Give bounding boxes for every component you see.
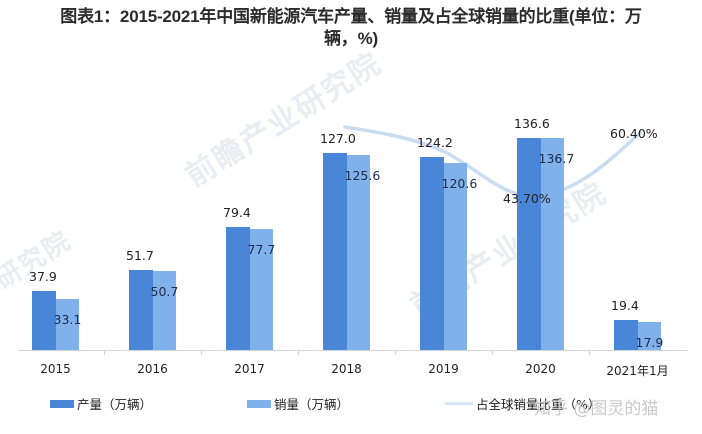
bar-production xyxy=(420,157,444,350)
bar-sales xyxy=(55,298,79,350)
bar-sales xyxy=(152,271,176,350)
x-axis-tick xyxy=(492,350,493,355)
chart-legend: 产量（万辆） 销量（万辆） 占全球销量比重（%） xyxy=(0,394,702,414)
legend-label-sales: 销量（万辆） xyxy=(274,397,350,412)
share-label-2021-jan: 60.40% xyxy=(610,126,658,141)
production-value-label: 79.4 xyxy=(223,204,251,220)
sales-value-label: 50.7 xyxy=(150,284,179,300)
sales-value-label: 125.6 xyxy=(344,168,381,184)
bar-sales xyxy=(249,229,273,350)
x-axis-tick xyxy=(104,350,105,355)
x-axis-tick xyxy=(298,350,299,355)
x-axis-tick xyxy=(589,350,590,355)
bar-production xyxy=(517,137,541,350)
legend-label-production: 产量（万辆） xyxy=(77,397,153,412)
bar-production xyxy=(323,152,347,350)
legend-item-sales: 销量（万辆） xyxy=(247,394,349,413)
chart-title: 图表1：2015-2021年中国新能源汽车产量、销量及占全球销量的比重(单位：万… xyxy=(0,6,702,50)
x-axis-label: 2017 xyxy=(234,362,265,376)
legend-swatch-sales xyxy=(247,399,271,408)
x-axis xyxy=(18,350,688,351)
sales-value-label: 120.6 xyxy=(441,175,478,191)
chart-title-line1: 图表1：2015-2021年中国新能源汽车产量、销量及占全球销量的比重(单位：万 xyxy=(60,7,642,26)
production-value-label: 136.6 xyxy=(514,115,550,131)
bar-production xyxy=(32,291,56,350)
production-value-label: 51.7 xyxy=(126,247,154,263)
sales-value-label: 77.7 xyxy=(247,242,276,258)
legend-item-production: 产量（万辆） xyxy=(50,394,152,413)
bar-production xyxy=(129,269,153,350)
production-value-label: 124.2 xyxy=(417,135,453,151)
sales-value-label: 17.9 xyxy=(635,335,664,351)
legend-swatch-share xyxy=(445,402,473,405)
bar-sales xyxy=(346,155,370,350)
chart-title-line2: 辆，%) xyxy=(324,29,378,48)
sales-value-label: 33.1 xyxy=(53,311,82,327)
x-axis-tick xyxy=(395,350,396,355)
production-value-label: 37.9 xyxy=(29,269,57,285)
x-axis-label: 2018 xyxy=(331,362,362,376)
production-value-label: 127.0 xyxy=(320,130,356,146)
bar-sales xyxy=(540,137,564,350)
legend-label-share: 占全球销量比重（%） xyxy=(476,397,601,412)
bar-production xyxy=(226,226,250,350)
x-axis-label: 2015 xyxy=(40,362,71,376)
legend-item-share: 占全球销量比重（%） xyxy=(445,394,600,413)
x-axis-label: 2021年1月 xyxy=(606,364,669,378)
sales-value-label: 136.7 xyxy=(538,150,575,166)
bar-sales xyxy=(443,162,467,350)
x-axis-label: 2019 xyxy=(428,362,459,376)
x-axis-tick xyxy=(201,350,202,355)
credit-watermark: 知乎 @图灵的猫 xyxy=(534,399,659,419)
production-value-label: 19.4 xyxy=(611,297,639,313)
legend-swatch-production xyxy=(50,399,74,408)
bar-production xyxy=(614,319,638,350)
x-axis-label: 2020 xyxy=(525,362,556,376)
x-axis-label: 2016 xyxy=(137,362,168,376)
share-label-2020: 43.70% xyxy=(503,191,551,206)
bar-sales xyxy=(637,322,661,350)
